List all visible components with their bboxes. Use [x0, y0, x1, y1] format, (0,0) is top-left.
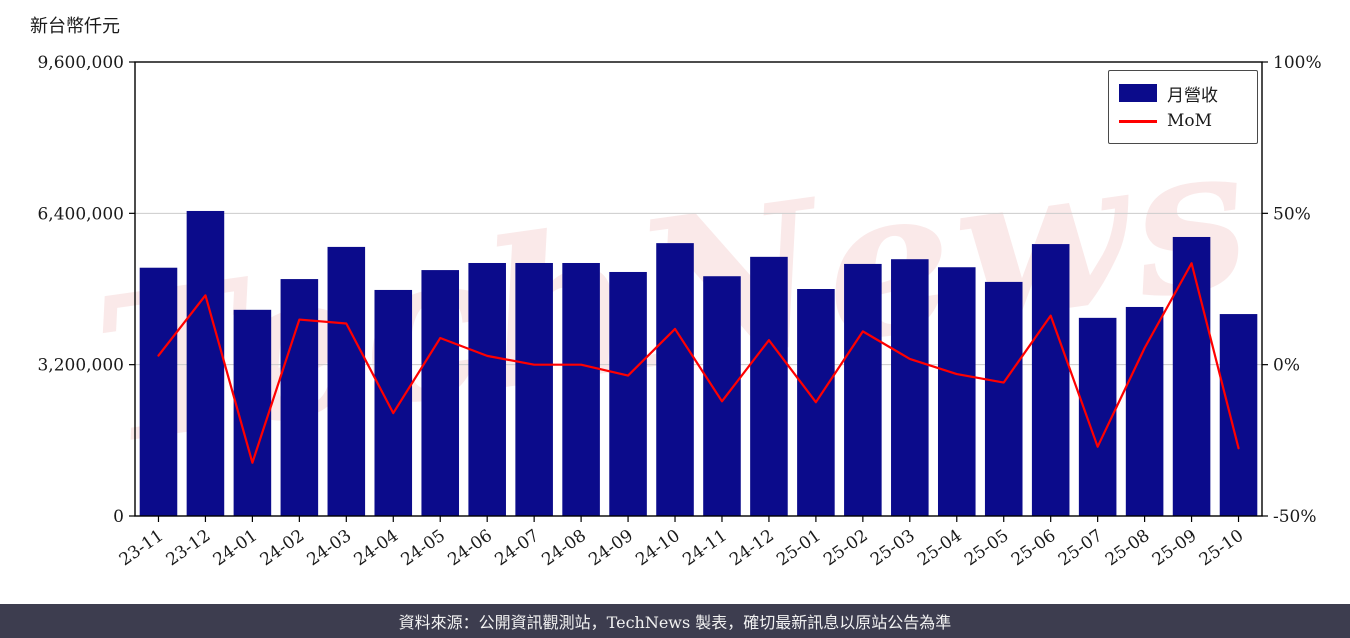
revenue-bar-25-09[interactable] — [1172, 236, 1211, 516]
svg-text:25-04: 25-04 — [914, 526, 966, 570]
svg-text:25-08: 25-08 — [1102, 526, 1154, 570]
revenue-bar-23-11[interactable] — [139, 267, 178, 516]
svg-text:25-07: 25-07 — [1055, 526, 1107, 570]
legend-label-revenue: 月營收 — [1167, 85, 1218, 106]
svg-text:24-02: 24-02 — [257, 526, 309, 570]
revenue-bar-25-10[interactable] — [1219, 314, 1258, 516]
revenue-bar-24-07[interactable] — [515, 262, 553, 516]
revenue-bar-24-06[interactable] — [468, 262, 506, 516]
revenue-bar-24-09[interactable] — [609, 271, 647, 516]
y-axis-title: 新台幣仟元 — [30, 16, 120, 37]
revenue-bar-25-06[interactable] — [1031, 244, 1070, 516]
svg-text:24-12: 24-12 — [726, 526, 778, 570]
svg-text:25-02: 25-02 — [820, 526, 872, 570]
svg-text:0%: 0% — [1273, 356, 1300, 376]
svg-text:25-03: 25-03 — [867, 526, 919, 570]
revenue-bar-24-03[interactable] — [327, 246, 366, 517]
svg-text:24-10: 24-10 — [632, 526, 684, 570]
legend-label-mom: MoM — [1167, 111, 1213, 131]
svg-text:100%: 100% — [1273, 53, 1322, 73]
svg-text:25-06: 25-06 — [1008, 526, 1060, 570]
revenue-bar-24-10[interactable] — [656, 243, 694, 517]
revenue-bar-24-11[interactable] — [703, 276, 741, 516]
svg-text:25-01: 25-01 — [773, 526, 825, 570]
legend-item-mom: MoM — [1119, 107, 1247, 135]
revenue-bar-24-05[interactable] — [421, 270, 460, 516]
revenue-bar-23-12[interactable] — [186, 210, 225, 516]
svg-text:25-05: 25-05 — [961, 526, 1013, 570]
svg-text:24-03: 24-03 — [304, 526, 356, 570]
svg-text:24-08: 24-08 — [538, 526, 590, 570]
svg-text:50%: 50% — [1273, 204, 1311, 224]
svg-text:23-11: 23-11 — [116, 526, 168, 570]
svg-text:24-07: 24-07 — [491, 526, 543, 570]
revenue-bar-24-08[interactable] — [562, 262, 600, 516]
svg-text:24-11: 24-11 — [679, 526, 731, 570]
svg-text:24-09: 24-09 — [585, 526, 637, 570]
svg-text:3,200,000: 3,200,000 — [37, 356, 124, 376]
svg-text:6,400,000: 6,400,000 — [37, 204, 124, 224]
revenue-bar-25-03[interactable] — [891, 259, 929, 516]
source-footer-text: 資料來源：公開資訊觀測站，TechNews 製表，確切最新訊息以原站公告為準 — [398, 613, 952, 632]
revenue-bar-24-04[interactable] — [374, 289, 413, 516]
revenue-bar-24-01[interactable] — [233, 309, 272, 516]
revenue-bar-24-02[interactable] — [280, 279, 319, 516]
revenue-mom-chart: 0 3,200,000 6,400,000 9,600,000 -50% 0% 50% 100… — [37, 53, 1322, 570]
svg-text:24-06: 24-06 — [444, 526, 496, 570]
svg-text:25-09: 25-09 — [1149, 526, 1201, 570]
revenue-bar-25-08[interactable] — [1125, 306, 1164, 516]
source-footer: 資料來源：公開資訊觀測站，TechNews 製表，確切最新訊息以原站公告為準 — [0, 604, 1350, 638]
legend-item-revenue: 月營收 — [1119, 79, 1247, 107]
revenue-bar-25-05[interactable] — [984, 281, 1023, 516]
svg-text:25-10: 25-10 — [1196, 526, 1248, 570]
line-swatch-icon — [1119, 119, 1157, 123]
svg-text:9,600,000: 9,600,000 — [37, 53, 124, 73]
svg-text:-50%: -50% — [1273, 507, 1317, 527]
bar-swatch-icon — [1119, 84, 1157, 102]
svg-text:23-12: 23-12 — [163, 526, 215, 570]
revenue-bar-25-02[interactable] — [844, 263, 882, 516]
svg-text:24-01: 24-01 — [210, 526, 262, 570]
svg-text:0: 0 — [113, 507, 124, 527]
svg-text:24-05: 24-05 — [397, 526, 449, 570]
revenue-bar-25-07[interactable] — [1078, 317, 1117, 516]
chart-legend: 月營收 MoM — [1108, 70, 1258, 144]
svg-text:24-04: 24-04 — [351, 526, 403, 570]
revenue-bar-24-12[interactable] — [750, 256, 788, 516]
mom-line — [157, 262, 1240, 464]
revenue-bar-25-04[interactable] — [937, 267, 976, 516]
